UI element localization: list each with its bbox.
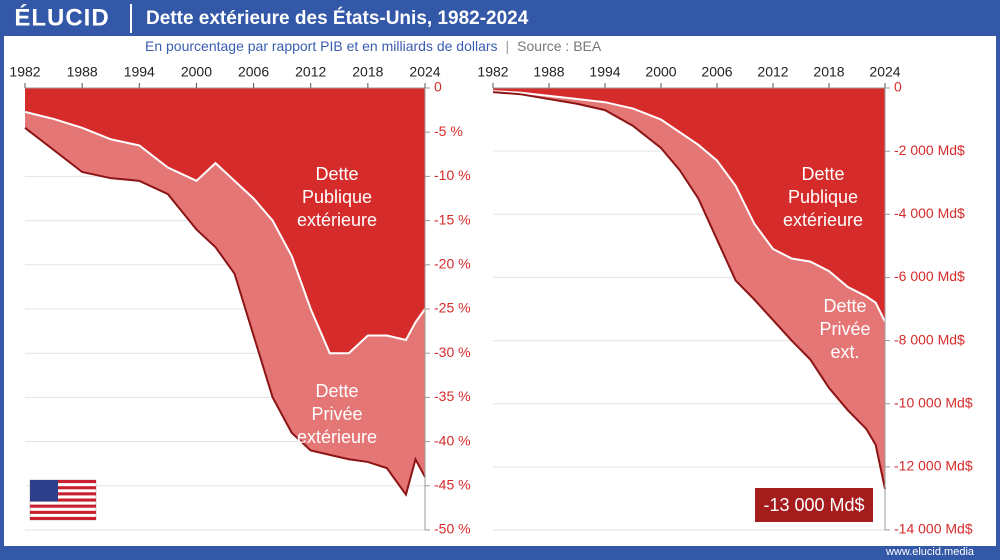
x-tick-label: 2000: [181, 64, 212, 80]
y-tick-label: -14 000 Md$: [894, 521, 973, 537]
annotation: Dette Privée extérieure: [297, 381, 377, 447]
logo: ÉLUCID: [14, 3, 109, 31]
x-tick-label: 2006: [701, 64, 732, 80]
annotation-line: Privée: [819, 319, 870, 339]
annotation: Dette Publique extérieure: [783, 164, 863, 230]
x-tick-label: 2012: [757, 64, 788, 80]
x-tick-label: 2000: [645, 64, 676, 80]
y-tick-label: -8 000 Md$: [894, 331, 965, 347]
annotation-line: ext.: [830, 342, 859, 362]
y-tick-label: -4 000 Md$: [894, 205, 965, 221]
annotation-line: extérieure: [297, 427, 377, 447]
y-tick-label: -5 %: [434, 123, 463, 139]
x-tick-label: 2018: [352, 64, 383, 80]
y-tick-label: -10 000 Md$: [894, 394, 973, 410]
x-tick-label: 2024: [869, 64, 900, 80]
y-tick-label: -45 %: [434, 477, 471, 493]
flag-canton: [30, 480, 58, 502]
x-tick-label: 1988: [533, 64, 564, 80]
bottom-line: [492, 91, 886, 490]
annotation-line: Publique: [788, 187, 858, 207]
x-tick-label: 2006: [238, 64, 269, 80]
flag-stripes: [30, 480, 96, 520]
y-tick-label: 0: [434, 79, 442, 95]
source: Source : BEA: [517, 38, 602, 54]
y-tick-label: -6 000 Md$: [894, 268, 965, 284]
area: [493, 91, 885, 489]
annotation-line: Dette: [823, 296, 866, 316]
y-tick-label: -25 %: [434, 300, 471, 316]
annotation-line: Dette: [315, 164, 358, 184]
subtitle: En pourcentage par rapport PIB et en mil…: [145, 38, 602, 54]
annotation: Dette Privée ext.: [819, 296, 870, 362]
bottom-line: [24, 126, 426, 497]
y-tick-label: -30 %: [434, 344, 471, 360]
boundary-line: [24, 110, 426, 355]
subtitle-text: En pourcentage par rapport PIB et en mil…: [145, 38, 498, 54]
footer: www.elucid.media: [885, 546, 975, 558]
y-tick-label: -15 %: [434, 211, 471, 227]
us-flag: [29, 479, 97, 521]
x-tick-label: 2024: [409, 64, 440, 80]
title: Dette extérieure des États-Unis, 1982-20…: [146, 7, 529, 29]
area: [25, 88, 425, 354]
y-tick-label: -35 %: [434, 388, 471, 404]
y-tick-label: -50 %: [434, 521, 471, 537]
area: [493, 88, 885, 322]
callout-label: -13 000 Md$: [763, 495, 864, 515]
y-tick-label: 0: [894, 79, 902, 95]
y-tick-label: -12 000 Md$: [894, 458, 973, 474]
annotation-line: Dette: [801, 164, 844, 184]
y-tick-label: -40 %: [434, 432, 471, 448]
y-tick-label: -20 %: [434, 256, 471, 272]
annotation: Dette Publique extérieure: [297, 164, 377, 230]
x-tick-label: 1994: [589, 64, 620, 80]
y-tick-label: -10 %: [434, 167, 471, 183]
x-tick-label: 1988: [67, 64, 98, 80]
x-tick-label: 1982: [477, 64, 508, 80]
annotation-line: Publique: [302, 187, 372, 207]
annotation-line: Dette: [315, 381, 358, 401]
x-tick-label: 1994: [124, 64, 155, 80]
separator: |: [506, 38, 510, 54]
x-tick-label: 2012: [295, 64, 326, 80]
x-tick-label: 2018: [813, 64, 844, 80]
callout-box: [755, 488, 873, 522]
y-tick-label: -2 000 Md$: [894, 142, 965, 158]
boundary-line: [492, 90, 886, 323]
annotation-line: extérieure: [297, 210, 377, 230]
annotation-line: extérieure: [783, 210, 863, 230]
annotation-line: Privée: [311, 404, 362, 424]
x-tick-label: 1982: [9, 64, 40, 80]
area: [25, 111, 425, 495]
